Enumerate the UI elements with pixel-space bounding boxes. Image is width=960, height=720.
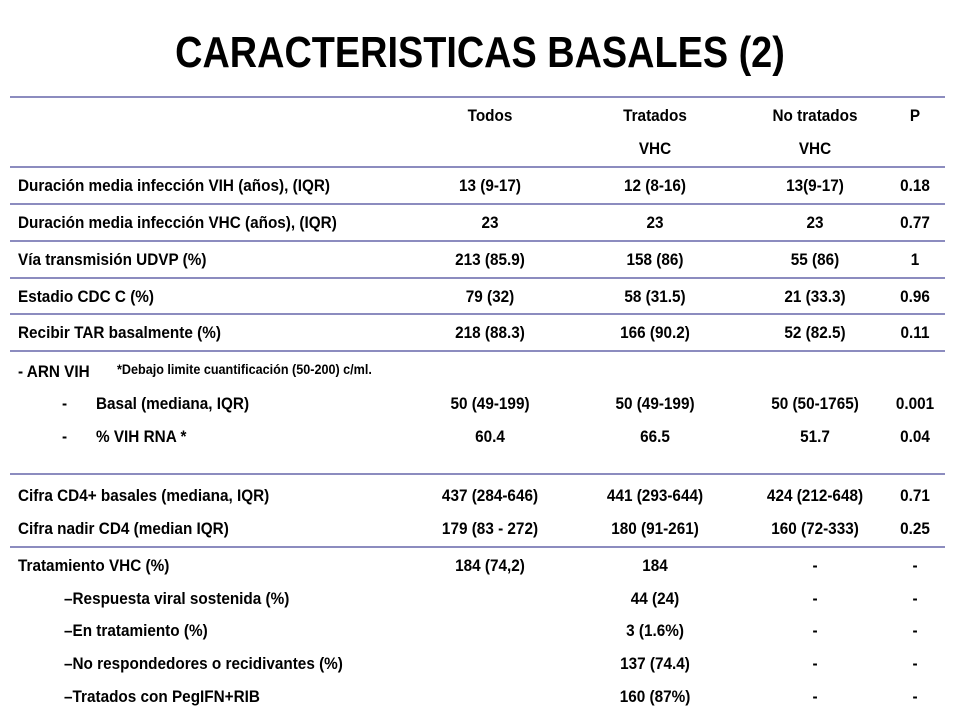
cell-no-tratados: -: [748, 589, 883, 609]
cell-no-tratados: -: [748, 654, 883, 674]
cell-tratados: 23: [592, 213, 718, 233]
cell-p: 0.25: [875, 519, 956, 539]
header-p: P: [875, 106, 956, 126]
cell-no-tratados: 52 (82.5): [748, 323, 883, 343]
cell-p: 1: [875, 250, 956, 270]
cell-p: 0.11: [875, 323, 956, 343]
cell-todos: 213 (85.9): [427, 250, 553, 270]
row-label: Cifra nadir CD4 (median IQR): [18, 519, 229, 539]
arn-label: - ARN VIH: [18, 362, 90, 382]
cell-p: 0.96: [875, 287, 956, 307]
cell-tratados: 158 (86): [592, 250, 718, 270]
cell-p: -: [875, 687, 956, 707]
header-tratados-vhc: VHC: [592, 139, 718, 159]
divider: [10, 313, 945, 315]
row-label: Vía transmisión UDVP (%): [18, 250, 206, 270]
arn-note: *Debajo limite cuantificación (50-200) c…: [117, 359, 372, 379]
cell-p: 0.18: [875, 176, 956, 196]
row-label: –No respondedores o recidivantes (%): [64, 654, 343, 674]
cell-no-tratados: -: [748, 687, 883, 707]
divider: [10, 96, 945, 98]
cell-todos: 184 (74,2): [427, 556, 553, 576]
cell-p: -: [875, 621, 956, 641]
cell-tratados: 180 (91-261): [592, 519, 718, 539]
cell-tratados: 12 (8-16): [592, 176, 718, 196]
row-label: Duración media infección VIH (años), (IQ…: [18, 176, 330, 196]
row-label: Recibir TAR basalmente (%): [18, 323, 221, 343]
cell-tratados: 137 (74.4): [592, 654, 718, 674]
cell-p: -: [875, 654, 956, 674]
row-label: Tratamiento VHC (%): [18, 556, 169, 576]
cell-p: 0.77: [875, 213, 956, 233]
cell-tratados: 184: [592, 556, 718, 576]
cell-todos: 437 (284-646): [427, 486, 553, 506]
divider: [10, 166, 945, 168]
row-label: Estadio CDC C (%): [18, 287, 154, 307]
cell-no-tratados: -: [748, 556, 883, 576]
cell-tratados: 50 (49-199): [592, 394, 718, 414]
cell-tratados: 3 (1.6%): [592, 621, 718, 641]
cell-tratados: 66.5: [592, 427, 718, 447]
row-label: % VIH RNA *: [96, 427, 186, 447]
cell-no-tratados: 50 (50-1765): [748, 394, 883, 414]
cell-todos: 23: [427, 213, 553, 233]
header-todos: Todos: [427, 106, 553, 126]
divider: [10, 546, 945, 548]
cell-todos: 50 (49-199): [427, 394, 553, 414]
cell-p: 0.04: [875, 427, 956, 447]
slide-title: CARACTERISTICAS BASALES (2): [67, 28, 893, 78]
cell-p: -: [875, 556, 956, 576]
cell-todos: 179 (83 - 272): [427, 519, 553, 539]
cell-p: -: [875, 589, 956, 609]
cell-todos: 218 (88.3): [427, 323, 553, 343]
cell-tratados: 58 (31.5): [592, 287, 718, 307]
row-label: –Respuesta viral sostenida (%): [64, 589, 289, 609]
sub-dash: -: [62, 394, 67, 414]
cell-no-tratados: -: [748, 621, 883, 641]
divider: [10, 203, 945, 205]
divider: [10, 473, 945, 475]
row-label: Duración media infección VHC (años), (IQ…: [18, 213, 337, 233]
cell-tratados: 160 (87%): [592, 687, 718, 707]
cell-no-tratados: 21 (33.3): [748, 287, 883, 307]
cell-todos: 13 (9-17): [427, 176, 553, 196]
cell-no-tratados: 51.7: [748, 427, 883, 447]
cell-no-tratados: 13(9-17): [748, 176, 883, 196]
cell-no-tratados: 55 (86): [748, 250, 883, 270]
header-no-tratados-vhc: VHC: [748, 139, 883, 159]
divider: [10, 350, 945, 352]
header-tratados: Tratados: [592, 106, 718, 126]
row-label: Cifra CD4+ basales (mediana, IQR): [18, 486, 269, 506]
cell-todos: 60.4: [427, 427, 553, 447]
divider: [10, 240, 945, 242]
row-label: –En tratamiento (%): [64, 621, 208, 641]
cell-tratados: 44 (24): [592, 589, 718, 609]
cell-tratados: 166 (90.2): [592, 323, 718, 343]
sub-dash: -: [62, 427, 67, 447]
cell-tratados: 441 (293-644): [592, 486, 718, 506]
cell-no-tratados: 160 (72-333): [748, 519, 883, 539]
header-no-tratados: No tratados: [748, 106, 883, 126]
cell-no-tratados: 424 (212-648): [748, 486, 883, 506]
cell-no-tratados: 23: [748, 213, 883, 233]
divider: [10, 277, 945, 279]
cell-p: 0.001: [875, 394, 956, 414]
cell-p: 0.71: [875, 486, 956, 506]
cell-todos: 79 (32): [427, 287, 553, 307]
row-label: Basal (mediana, IQR): [96, 394, 249, 414]
row-label: –Tratados con PegIFN+RIB: [64, 687, 260, 707]
